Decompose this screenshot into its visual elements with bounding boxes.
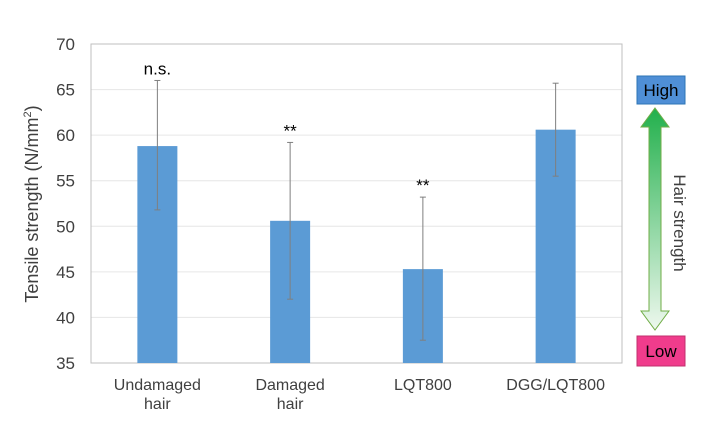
plot-frame: [90, 43, 623, 364]
y-tick-label: 45: [56, 263, 75, 282]
y-tick-label: 50: [56, 217, 75, 236]
high-box: [636, 75, 686, 105]
y-tick-label: 65: [56, 81, 75, 100]
category-label: Undamaged: [114, 377, 201, 394]
y-axis-label: Tensile strength (N/mm2): [22, 105, 42, 302]
y-tick-label: 60: [56, 126, 75, 145]
category-label: DGG/LQT800: [506, 377, 605, 394]
significance-annotation: n.s.: [144, 59, 171, 78]
error-bars: [154, 79, 559, 341]
y-tick-label: 55: [56, 172, 75, 191]
category-labels: Undamaged hair Damaged hair LQT800 DGG/LQT800: [114, 377, 605, 413]
y-tick-label: 40: [56, 308, 75, 327]
bars: [137, 129, 576, 363]
category-label: Damaged: [255, 377, 324, 394]
low-label: Low: [645, 342, 677, 361]
category-label-line2: hair: [144, 396, 171, 413]
category-label: LQT800: [394, 377, 452, 394]
grid-layer: [91, 89, 622, 318]
significance-annotation: **: [284, 121, 298, 140]
y-tick-label: 35: [56, 354, 75, 373]
low-box: [636, 335, 686, 367]
y-tick-label: 70: [56, 35, 75, 54]
annotations: n.s. ** **: [144, 59, 430, 195]
category-label-line2: hair: [277, 396, 304, 413]
double-arrow: [640, 107, 670, 331]
significance-annotation: **: [416, 176, 430, 195]
high-label: High: [644, 81, 679, 100]
hair-strength-label: Hair strength: [670, 174, 689, 271]
y-tick-labels: 35 40 45 50 55 60 65 70: [56, 35, 75, 373]
strength-indicator: High Low Hair strength: [636, 75, 689, 367]
